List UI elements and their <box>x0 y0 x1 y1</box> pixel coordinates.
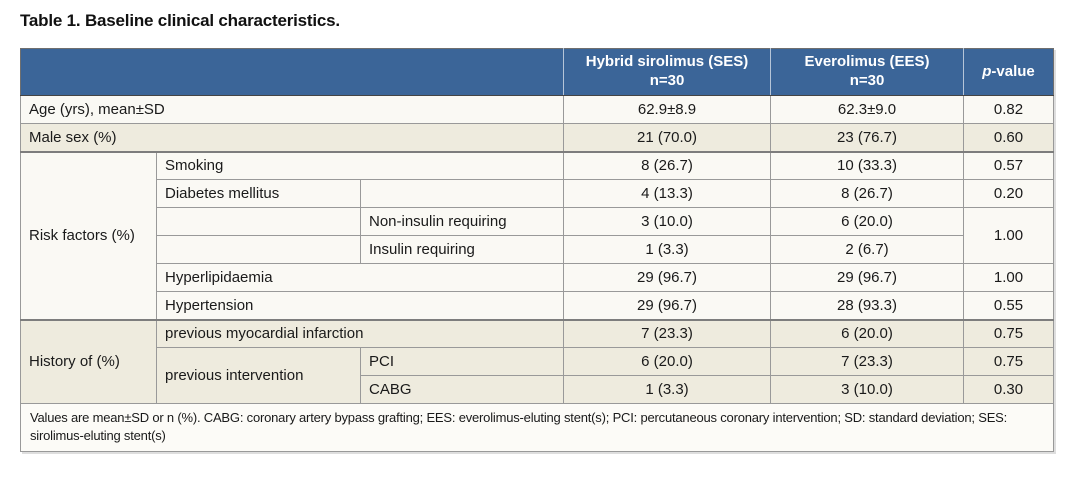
ees-value: 3 (10.0) <box>770 375 965 404</box>
ees-value: 7 (23.3) <box>770 347 965 376</box>
empty-cell <box>359 179 565 208</box>
col-header-ees: Everolimus (EES) n=30 <box>770 48 964 96</box>
col-header-ees-name: Everolimus (EES) <box>804 53 930 71</box>
ses-value: 7 (23.3) <box>563 318 772 348</box>
table-footnote: Values are mean±SD or n (%). CABG: coron… <box>19 403 1055 452</box>
row-age: Age (yrs), mean±SD 62.9±8.9 62.3±9.0 0.8… <box>19 95 1055 124</box>
ees-value: 10 (33.3) <box>770 150 965 180</box>
sub-group-label-previous-intervention: previous intervention <box>156 347 361 404</box>
ses-value: 29 (96.7) <box>563 263 772 292</box>
col-header-ses-n: n=30 <box>649 72 685 89</box>
ses-value: 1 (3.3) <box>563 235 772 264</box>
row-smoking: Risk factors (%) Smoking 8 (26.7) 10 (33… <box>20 150 1055 320</box>
ees-value: 28 (93.3) <box>770 291 965 320</box>
row-label: Insulin requiring <box>359 235 565 264</box>
ses-value: 4 (13.3) <box>563 179 772 208</box>
footnote-row: Values are mean±SD or n (%). CABG: coron… <box>19 403 1055 452</box>
row-diabetes: Diabetes mellitus 4 (13.3) 8 (26.7) 0.20 <box>21 179 1055 208</box>
ses-value: 6 (20.0) <box>563 347 772 376</box>
row-pci: previous intervention PCI 6 (20.0) 7 (23… <box>21 347 1055 404</box>
ses-value: 29 (96.7) <box>563 291 772 320</box>
p-value: 0.30 <box>963 375 1055 404</box>
row-label: PCI <box>359 347 565 376</box>
p-value: 0.20 <box>963 179 1055 208</box>
row-previous-mi: History of (%) previous myocardial infar… <box>20 318 1055 404</box>
row-label: Age (yrs), mean±SD <box>19 95 565 124</box>
p-value: 1.00 <box>963 263 1055 292</box>
p-rest: -value <box>991 62 1035 80</box>
table-title: Table 1. Baseline clinical characteristi… <box>20 11 340 30</box>
header-spacer-cell <box>20 48 564 96</box>
p-value: 0.75 <box>963 347 1055 376</box>
p-value: 0.60 <box>963 123 1055 152</box>
row-label: Male sex (%) <box>19 123 565 152</box>
row-label: Smoking <box>155 150 565 180</box>
row-hyperlipidaemia: Hyperlipidaemia 29 (96.7) 29 (96.7) 1.00 <box>21 263 1055 292</box>
row-label: CABG <box>359 375 565 404</box>
ees-value: 6 (20.0) <box>770 318 965 348</box>
col-header-ses-name: Hybrid sirolimus (SES) <box>585 53 749 71</box>
row-hypertension: Hypertension 29 (96.7) 28 (93.3) 0.55 <box>21 291 1055 320</box>
row-non-insulin: Non-insulin requiring 3 (10.0) 6 (20.0) … <box>21 207 1055 264</box>
p-value: 0.57 <box>963 150 1055 180</box>
col-header-pvalue: p-value <box>963 48 1054 96</box>
row-label: previous myocardial infarction <box>155 318 565 348</box>
p-value: 1.00 <box>963 207 1055 264</box>
ees-value: 29 (96.7) <box>770 263 965 292</box>
empty-cell <box>156 207 361 236</box>
group-label-history: History of (%) <box>20 318 157 404</box>
ses-value: 3 (10.0) <box>563 207 772 236</box>
header-row: Hybrid sirolimus (SES) n=30 Everolimus (… <box>20 48 1054 96</box>
ses-value: 62.9±8.9 <box>563 95 772 124</box>
p-value: 0.82 <box>963 95 1055 124</box>
col-header-ees-n: n=30 <box>849 72 885 89</box>
empty-cell <box>156 235 361 264</box>
ees-value: 6 (20.0) <box>770 207 965 236</box>
row-label: Non-insulin requiring <box>359 207 565 236</box>
p-value: 0.55 <box>963 291 1055 320</box>
row-label: Hypertension <box>155 291 565 320</box>
row-label: Hyperlipidaemia <box>155 263 565 292</box>
p-value: 0.75 <box>963 318 1055 348</box>
ees-value: 8 (26.7) <box>770 179 965 208</box>
col-header-ses: Hybrid sirolimus (SES) n=30 <box>563 48 771 96</box>
ses-value: 21 (70.0) <box>563 123 772 152</box>
ses-value: 8 (26.7) <box>563 150 772 180</box>
row-cabg: CABG 1 (3.3) 3 (10.0) 0.30 <box>21 375 1055 404</box>
row-male-sex: Male sex (%) 21 (70.0) 23 (76.7) 0.60 <box>19 123 1055 152</box>
ses-value: 1 (3.3) <box>563 375 772 404</box>
row-insulin: Insulin requiring 1 (3.3) 2 (6.7) <box>21 235 1054 264</box>
baseline-characteristics-table: Hybrid sirolimus (SES) n=30 Everolimus (… <box>19 48 1055 452</box>
p-italic: p <box>982 62 992 80</box>
ees-value: 23 (76.7) <box>770 123 965 152</box>
row-label: Diabetes mellitus <box>156 179 361 208</box>
ees-value: 2 (6.7) <box>770 235 965 264</box>
ees-value: 62.3±9.0 <box>770 95 965 124</box>
group-label-risk-factors: Risk factors (%) <box>20 150 157 320</box>
